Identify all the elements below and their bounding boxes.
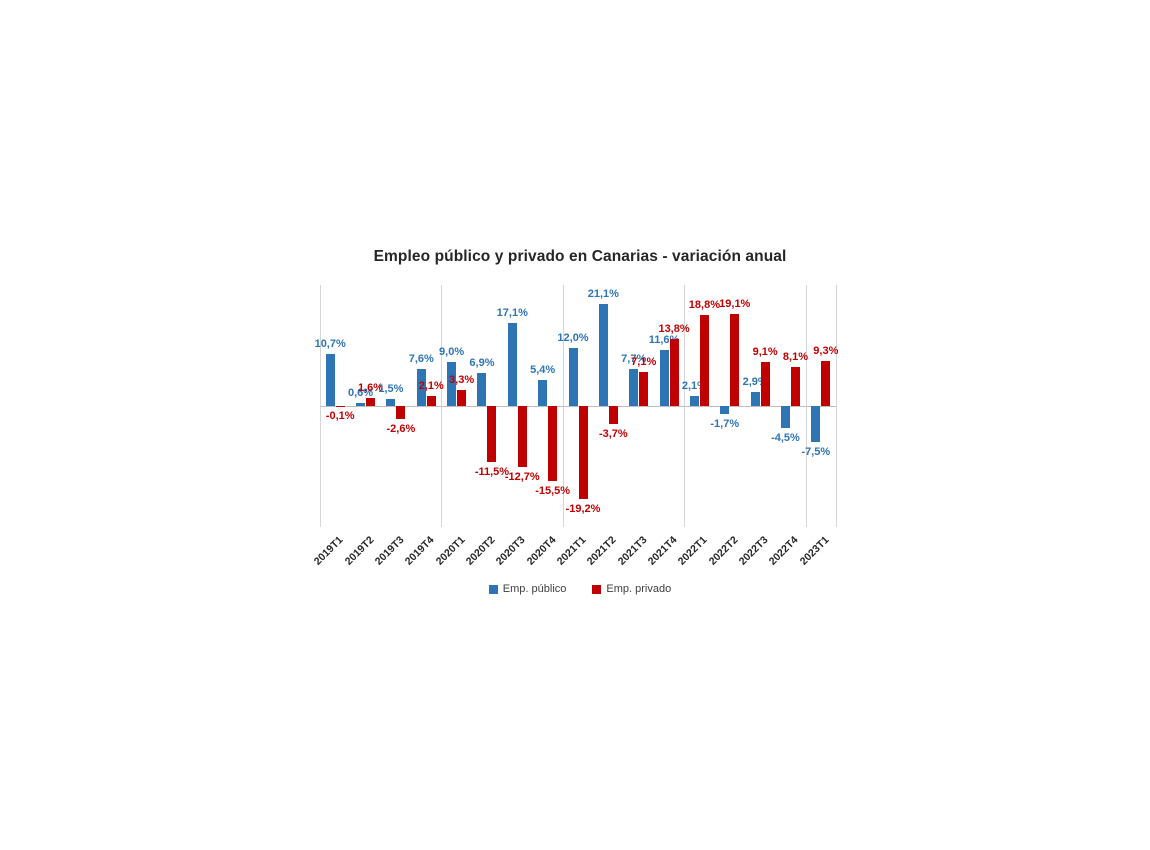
bar-publico-2020T4	[538, 379, 548, 406]
bar-privado-2022T3	[760, 361, 770, 406]
x-axis-label-2023T1: 2023T1	[797, 534, 832, 568]
bar-label-privado-2020T2: -11,5%	[474, 465, 510, 478]
bar-label-publico-2021T2: 21,1%	[587, 287, 619, 300]
bar-privado-2023T1	[821, 360, 831, 406]
bar-publico-2023T1	[811, 406, 821, 443]
bar-privado-2022T1	[699, 315, 709, 406]
x-axis-label-2021T2: 2021T2	[585, 534, 619, 568]
bar-publico-2019T1	[325, 354, 335, 406]
bar-privado-2020T1	[457, 390, 467, 406]
x-axis-label-2022T2: 2022T2	[706, 534, 741, 568]
bar-publico-2020T2	[477, 372, 487, 406]
bar-label-privado-2023T1: 9,3%	[813, 344, 839, 357]
bar-publico-2020T3	[507, 323, 517, 406]
bar-label-publico-2021T3: 7,7%	[621, 352, 647, 365]
legend-swatch-publico-icon	[488, 584, 498, 594]
x-axis-label-2020T1: 2020T1	[433, 534, 468, 568]
bar-label-privado-2022T4: 8,1%	[782, 350, 809, 363]
bar-label-privado-2019T2: 1,6%	[357, 382, 384, 395]
bar-publico-2021T3	[629, 368, 639, 406]
bar-publico-2019T2	[356, 403, 366, 406]
x-axis-label-2021T1: 2021T1	[554, 534, 589, 568]
bar-privado-2021T4	[669, 339, 679, 406]
bar-label-privado-2021T4: 13,8%	[658, 323, 690, 336]
bar-label-publico-2022T4: -4,5%	[771, 431, 800, 444]
bar-label-publico-2020T3: 17,1%	[496, 307, 528, 320]
legend-item-emp-privado: Emp. privado	[592, 583, 671, 595]
bar-label-publico-2022T2: -1,7%	[710, 418, 740, 431]
bar-label-publico-2021T1: 12,0%	[557, 331, 589, 344]
x-axis-label-2019T1: 2019T1	[311, 534, 346, 568]
x-axis-label-2020T4: 2020T4	[524, 534, 559, 568]
bar-publico-2022T2	[720, 406, 730, 415]
bar-publico-2021T2	[598, 303, 608, 406]
bar-publico-2019T4	[416, 369, 426, 406]
bar-label-privado-2022T1: 18,8%	[688, 299, 721, 311]
bar-publico-2022T3	[750, 391, 760, 406]
bar-privado-2021T2	[608, 406, 618, 424]
x-axis-label-2022T3: 2022T3	[736, 534, 771, 568]
x-axis-label-2022T4: 2022T4	[767, 534, 801, 568]
bar-privado-2022T2	[730, 313, 740, 406]
bar-publico-2021T4	[659, 349, 669, 406]
bar-label-privado-2020T1: 3,3%	[449, 374, 475, 387]
bar-label-privado-2019T1: -0,1%	[325, 410, 355, 423]
year-separator-gridline	[836, 285, 837, 527]
chart-title: Empleo público y privado en Canarias - v…	[373, 248, 787, 265]
bar-label-privado-2021T1: -19,2%	[565, 502, 601, 515]
bar-label-publico-2019T1: 10,7%	[314, 338, 346, 351]
plot-area: 10,7% -0,1% 0,6% 1,6% 1,5% -2,6% 7,6% 2,1% 9,0% 3…	[312, 285, 839, 568]
bar-label-privado-2020T3: -12,7%	[504, 471, 540, 484]
x-axis-label-2019T3: 2019T3	[372, 534, 407, 568]
legend-swatch-privado-icon	[592, 584, 602, 594]
bar-label-privado-2022T2: 19,1%	[719, 297, 751, 310]
employment-variation-chart: Empleo público y privado en Canarias - v…	[300, 245, 860, 615]
x-axis-label-2019T4: 2019T4	[403, 534, 437, 568]
bar-privado-2019T4	[426, 395, 436, 406]
bar-label-privado-2019T4: 2,1%	[418, 379, 444, 392]
bar-publico-2020T1	[447, 362, 457, 406]
bar-label-publico-2019T4: 7,6%	[408, 353, 434, 366]
legend-label-publico: Emp. público	[502, 583, 567, 595]
bar-label-publico-2020T4: 5,4%	[530, 363, 556, 376]
bar-label-publico-2019T3: 1,5%	[378, 382, 404, 395]
bar-privado-2020T4	[548, 406, 558, 482]
bar-publico-2019T3	[386, 398, 396, 406]
chart-legend: Emp. público Emp. privado	[300, 583, 860, 595]
bar-label-privado-2022T3: 9,1%	[752, 345, 778, 358]
bar-privado-2020T2	[487, 406, 497, 462]
bar-privado-2020T3	[517, 406, 527, 468]
bar-label-privado-2019T3: -2,6%	[386, 422, 416, 435]
bar-publico-2022T4	[780, 406, 790, 428]
bar-privado-2019T1	[335, 406, 345, 407]
legend-label-privado: Emp. privado	[606, 583, 672, 595]
bar-label-privado-2021T2: -3,7%	[598, 427, 628, 440]
x-axis-label-2021T3: 2021T3	[615, 534, 650, 568]
bar-privado-2019T3	[396, 406, 406, 419]
x-axis-label-2020T2: 2020T2	[463, 534, 498, 568]
x-axis-line	[320, 406, 836, 407]
bar-label-publico-2020T1: 9,0%	[439, 346, 465, 359]
bar-label-publico-2019T2: 0,6%	[347, 387, 374, 400]
bar-privado-2021T1	[578, 406, 588, 499]
bar-privado-2021T3	[639, 371, 649, 406]
bar-publico-2021T1	[568, 347, 578, 406]
bar-label-privado-2021T3: 7,1%	[631, 355, 657, 368]
x-axis-label-2021T4: 2021T4	[645, 534, 680, 568]
x-axis-label-2019T2: 2019T2	[342, 534, 377, 568]
bar-privado-2019T2	[366, 398, 376, 406]
bar-label-publico-2020T2: 6,9%	[469, 356, 495, 369]
x-axis-label-2020T3: 2020T3	[494, 534, 528, 568]
x-axis-label-2022T1: 2022T1	[676, 534, 710, 568]
bar-label-publico-2023T1: -7,5%	[801, 446, 831, 459]
bar-privado-2022T4	[790, 366, 800, 406]
bar-label-privado-2020T4: -15,5%	[535, 485, 571, 498]
bar-publico-2022T1	[689, 395, 699, 406]
legend-item-emp-publico: Emp. público	[488, 583, 567, 595]
